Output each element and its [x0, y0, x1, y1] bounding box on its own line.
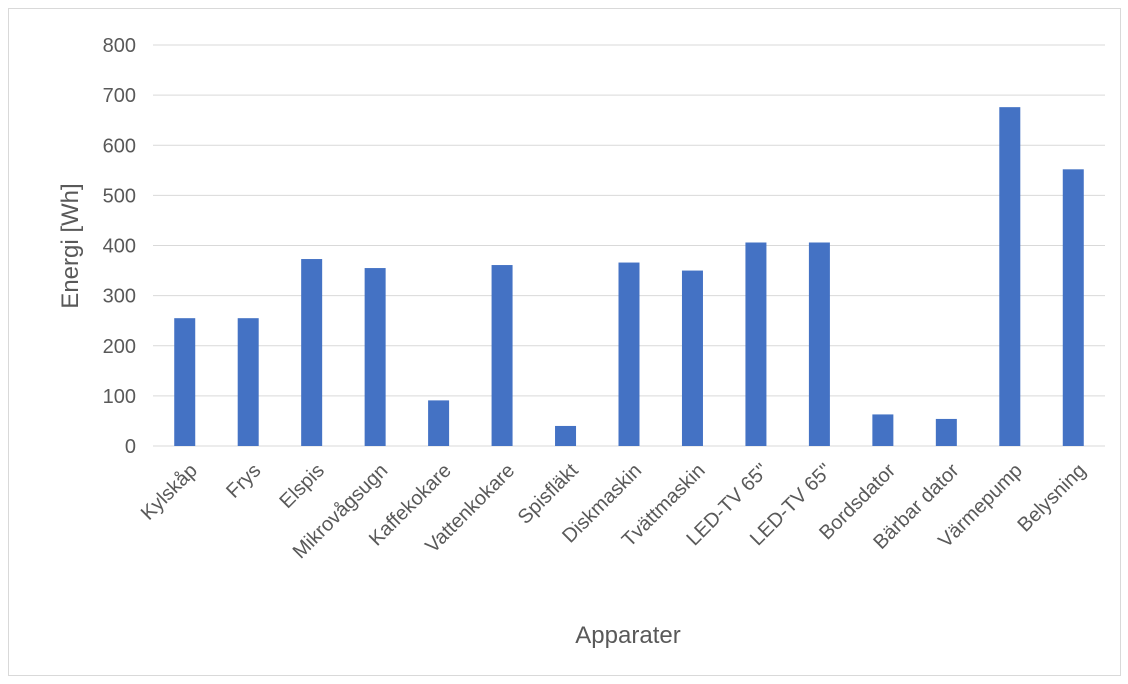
- y-tick-label: 500: [103, 185, 136, 207]
- bar: [619, 263, 640, 446]
- x-tick-label: Belysning: [1014, 460, 1091, 537]
- bar: [999, 107, 1020, 446]
- bar: [745, 242, 766, 446]
- y-tick-label: 300: [103, 286, 136, 308]
- x-axis-ticks: Kylskåp Frys ElspisMikrovågsugnKaffekokare…: [137, 459, 1091, 563]
- bar: [238, 318, 259, 446]
- y-tick-label: 700: [103, 85, 136, 107]
- y-tick-label: 200: [103, 336, 136, 358]
- bar: [872, 414, 893, 446]
- bar: [809, 242, 830, 446]
- x-tick-label: Kylskåp: [137, 460, 202, 525]
- bar: [365, 268, 386, 446]
- y-tick-label: 0: [125, 436, 136, 458]
- x-tick-label: Elspis: [276, 460, 329, 513]
- bar: [555, 426, 576, 446]
- y-axis-ticks: 0 100 200 300 400 500 600 700 800: [103, 35, 136, 458]
- bar: [174, 318, 195, 446]
- y-tick-label: 600: [103, 135, 136, 157]
- bar: [301, 259, 322, 446]
- bar: [492, 265, 513, 446]
- x-axis-label: Apparater: [575, 622, 680, 649]
- bar: [428, 400, 449, 446]
- bar: [1063, 169, 1084, 446]
- x-tick-label: Frys: [222, 460, 265, 503]
- bar: [936, 419, 957, 446]
- y-tick-label: 100: [103, 386, 136, 408]
- bars: [174, 107, 1084, 446]
- y-axis-label: Energi [Wh]: [57, 183, 84, 308]
- y-tick-label: 800: [103, 35, 136, 57]
- y-tick-label: 400: [103, 236, 136, 258]
- bar: [682, 271, 703, 446]
